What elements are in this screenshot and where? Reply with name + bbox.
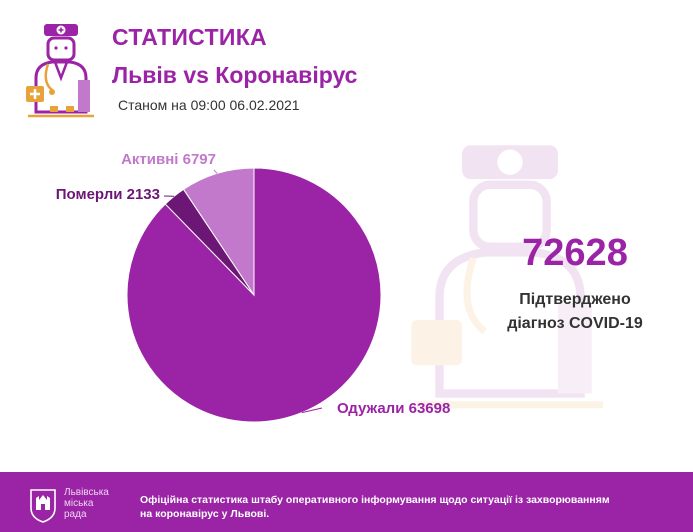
- confirmed-label-line1: Підтверджено: [519, 291, 631, 308]
- footer: Львівська міська рада Офіційна статистик…: [0, 472, 693, 532]
- footer-text: Офіційна статистика штабу оперативного і…: [140, 494, 610, 520]
- pie-slice-label: Активні 6797: [121, 151, 216, 168]
- as-of-timestamp: Станом на 09:00 06.02.2021: [118, 97, 300, 113]
- pie-slice-label: Одужали 63698: [337, 400, 450, 417]
- pie-leader-line: [301, 407, 323, 414]
- confirmed-total: 72628: [522, 232, 628, 274]
- doctor-icon: [26, 24, 94, 118]
- pie-chart: Одужали 63698 Померли 2133 Активні 6797: [56, 151, 450, 423]
- confirmed-label-line2: діагноз COVID-19: [507, 315, 643, 332]
- page-subtitle: Львів vs Коронавірус: [112, 62, 358, 88]
- doctor-icon: [411, 145, 604, 409]
- pie-leader-line: [213, 169, 218, 174]
- lviv-coat-of-arms-icon: [30, 489, 56, 523]
- footer-organization: Львівська міська рада: [64, 487, 109, 520]
- confirmed-label: Підтверджено діагноз COVID-19: [470, 288, 680, 336]
- page-title: СТАТИСТИКА: [112, 24, 267, 50]
- pie-slice-label: Померли 2133: [56, 186, 160, 203]
